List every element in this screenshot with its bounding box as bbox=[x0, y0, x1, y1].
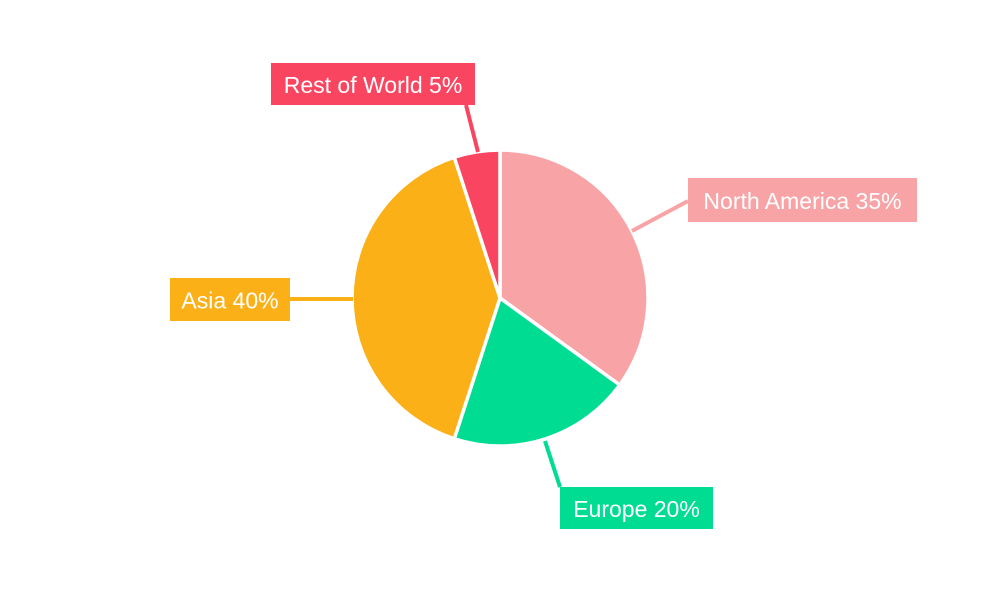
label-text-rest-of-world: Rest of World 5% bbox=[284, 72, 463, 98]
label-text-asia: Asia 40% bbox=[181, 288, 278, 314]
leader-line-rest-of-world bbox=[464, 104, 480, 153]
leader-line-north-america bbox=[631, 199, 689, 233]
label-box-europe[interactable] bbox=[560, 487, 713, 529]
leader-line-europe bbox=[543, 440, 562, 488]
label-text-north-america: North America 35% bbox=[703, 188, 901, 214]
pie-slice-europe[interactable] bbox=[452, 296, 622, 448]
label-text-europe: Europe 20% bbox=[573, 496, 700, 522]
label-box-asia[interactable] bbox=[170, 278, 290, 321]
pie-slice-north-america[interactable] bbox=[498, 148, 650, 387]
label-box-north-america[interactable] bbox=[688, 178, 917, 222]
label-box-rest-of-world[interactable] bbox=[271, 63, 475, 105]
